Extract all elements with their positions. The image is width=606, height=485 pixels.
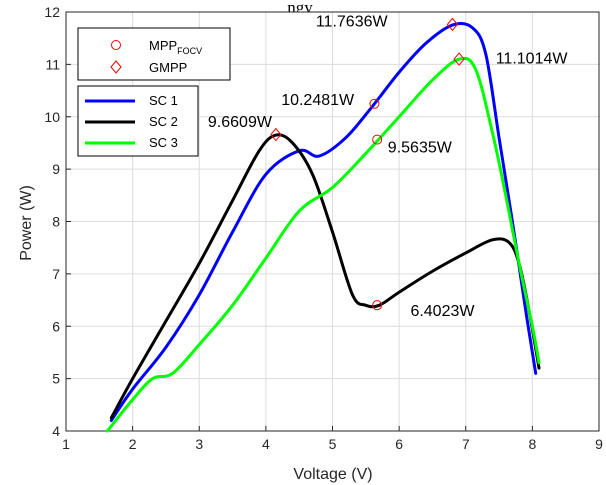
series-line-sc1 bbox=[109, 22, 538, 423]
x-tick-label: 1 bbox=[62, 436, 70, 452]
series-line-sc3 bbox=[105, 56, 541, 433]
legend-mpp-main: MPP bbox=[149, 38, 177, 53]
legend-entry-mpp-focv: MPPFOCV bbox=[149, 38, 202, 56]
series-layer bbox=[105, 22, 541, 433]
x-tick-label: 8 bbox=[528, 436, 536, 452]
mpp-focv-marker bbox=[372, 300, 383, 311]
x-tick-label: 6 bbox=[395, 436, 403, 452]
y-axis-label: Power (W) bbox=[18, 185, 35, 261]
x-tick-label: 7 bbox=[462, 436, 470, 452]
annotation-label: 9.5635W bbox=[388, 139, 453, 156]
x-tick-label: 3 bbox=[195, 436, 203, 452]
annotation-label: 11.1014W bbox=[496, 50, 569, 67]
y-tick-label: 5 bbox=[52, 371, 60, 387]
series-line-sc2 bbox=[109, 133, 541, 420]
annotations-layer: 11.7636W 11.1014W 10.2481W 9.6609W 9.5635W 6.… bbox=[208, 14, 568, 320]
legend-label-sc2: SC 2 bbox=[149, 114, 178, 129]
gmpp-marker bbox=[446, 17, 459, 32]
legend-circle-marker bbox=[111, 40, 121, 50]
y-tick-label: 12 bbox=[44, 4, 60, 20]
plot-frame bbox=[65, 11, 600, 432]
y-tick-label: 7 bbox=[52, 266, 60, 282]
legend-entry-gmpp: GMPP bbox=[149, 60, 187, 75]
mpp-focv-marker bbox=[372, 134, 383, 145]
gmpp-marker bbox=[453, 52, 465, 66]
x-tick-label: 2 bbox=[129, 436, 137, 452]
y-tick-label: 11 bbox=[45, 56, 60, 72]
markers-layer bbox=[270, 17, 465, 311]
y-tick-label: 6 bbox=[52, 318, 60, 334]
legend-mpp-sub: FOCV bbox=[177, 46, 202, 56]
legend-diamond-marker bbox=[110, 60, 122, 74]
y-tick-label: 9 bbox=[52, 161, 60, 177]
legend-lines: SC 1 SC 2 SC 3 bbox=[77, 85, 199, 157]
gmpp-marker bbox=[270, 127, 282, 142]
annotation-label: 6.4023W bbox=[410, 303, 475, 320]
legend-markers: MPPFOCV GMPP bbox=[77, 27, 231, 81]
y-tick-label: 8 bbox=[52, 214, 60, 230]
legend-label-sc1: SC 1 bbox=[149, 93, 178, 108]
legend-markers-box bbox=[77, 27, 231, 81]
annotation-label: 10.2481W bbox=[281, 92, 355, 109]
x-tick-label: 5 bbox=[329, 436, 337, 452]
annotation-label: 11.7636W bbox=[316, 14, 389, 31]
y-tick-label: 4 bbox=[52, 423, 60, 439]
y-tick-label: 10 bbox=[44, 109, 60, 125]
x-axis-label: Voltage (V) bbox=[293, 466, 372, 483]
annotation-label: 9.6609W bbox=[208, 114, 273, 131]
x-tick-label: 4 bbox=[262, 436, 270, 452]
legend-label-sc3: SC 3 bbox=[149, 135, 178, 150]
x-tick-label: 9 bbox=[595, 436, 603, 452]
mpp-focv-marker bbox=[369, 98, 380, 109]
